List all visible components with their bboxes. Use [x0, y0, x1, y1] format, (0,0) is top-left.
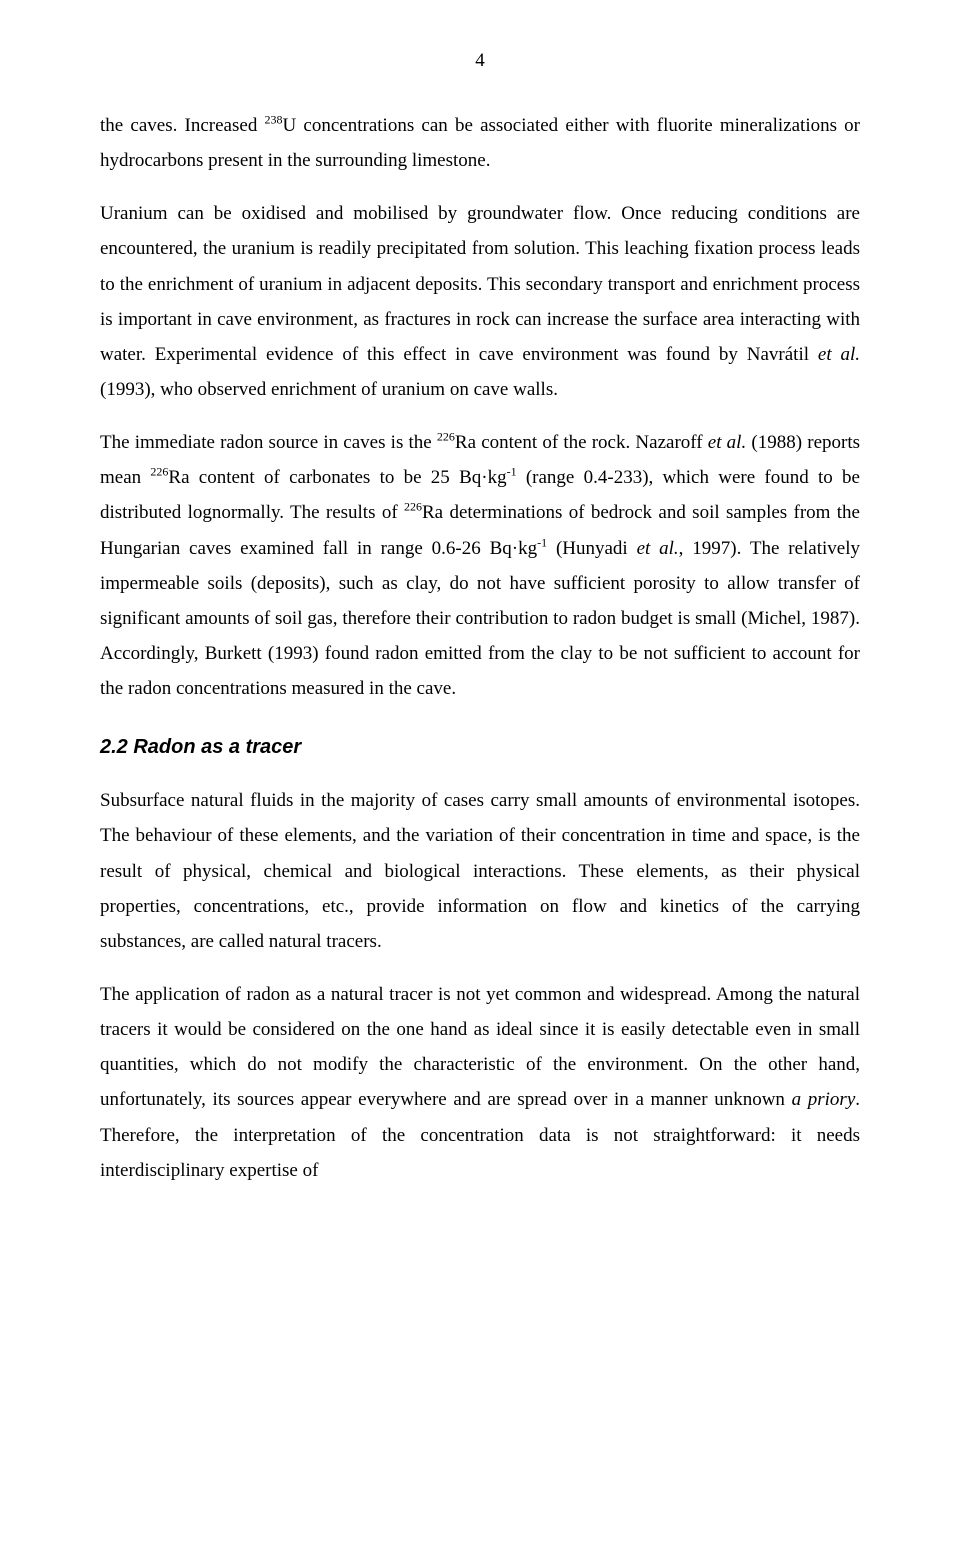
paragraph-3: The immediate radon source in caves is t…: [100, 425, 860, 706]
text-run: The application of radon as a natural tr…: [100, 984, 860, 1110]
superscript: -1: [507, 465, 517, 479]
paragraph-2: Uranium can be oxidised and mobilised by…: [100, 196, 860, 407]
superscript: 226: [150, 465, 168, 479]
a-priory-italic: a priory: [792, 1089, 856, 1110]
text-run: The immediate radon source in caves is t…: [100, 432, 437, 453]
text-run: Uranium can be oxidised and mobilised by…: [100, 203, 860, 365]
paragraph-4: Subsurface natural fluids in the majorit…: [100, 783, 860, 959]
section-heading-2-2: 2.2 Radon as a tracer: [100, 736, 860, 759]
page-container: 4 the caves. Increased 238U concentratio…: [0, 0, 960, 1567]
superscript: 226: [437, 430, 455, 444]
text-run: Ra content of carbonates to be 25 Bq·kg: [168, 467, 506, 488]
et-al: et al.: [708, 432, 746, 453]
text-run: the caves. Increased: [100, 115, 265, 136]
paragraph-5: The application of radon as a natural tr…: [100, 977, 860, 1188]
text-run: Ra content of the rock. Nazaroff: [455, 432, 708, 453]
text-run: , 1997). The relatively impermeable soil…: [100, 538, 860, 700]
text-run: (Hunyadi: [547, 538, 636, 559]
superscript: 226: [404, 500, 422, 514]
superscript: 238: [265, 113, 283, 127]
superscript: -1: [537, 535, 547, 549]
et-al: et al.: [637, 538, 679, 559]
page-number: 4: [100, 50, 860, 72]
paragraph-1: the caves. Increased 238U concentrations…: [100, 108, 860, 178]
et-al: et al.: [818, 344, 860, 365]
text-run: (1993), who observed enrichment of urani…: [100, 379, 558, 400]
